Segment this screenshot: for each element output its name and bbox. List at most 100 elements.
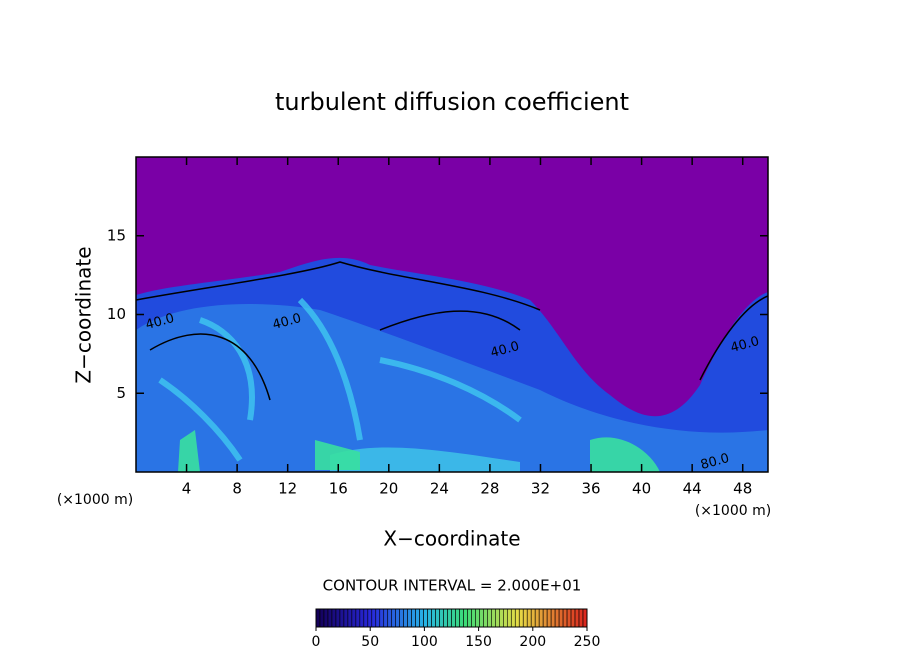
x-tick-label: 44 — [683, 480, 702, 498]
x-tick-label: 16 — [329, 480, 348, 498]
x-tick-label: 24 — [430, 480, 449, 498]
colorbar-cell — [491, 608, 496, 628]
colorbar-cell — [562, 608, 568, 628]
colorbar-cell — [427, 608, 432, 628]
colorbar-cell — [459, 608, 464, 628]
colorbar-cell — [487, 608, 492, 628]
colorbar-cell — [451, 608, 456, 628]
colorbar-cell — [455, 608, 460, 628]
colorbar-cell — [359, 608, 365, 628]
colorbar-tick-label: 250 — [574, 634, 601, 650]
colorbar-cell — [335, 608, 341, 628]
y-tick-label: 15 — [107, 226, 126, 244]
colorbar-cell — [550, 608, 556, 628]
x-tick-label: 8 — [232, 480, 242, 498]
colorbar-cell — [530, 608, 536, 628]
colorbar-cell — [538, 608, 544, 628]
colorbar-cell — [439, 608, 444, 628]
colorbar-cell — [506, 608, 512, 628]
contour-field — [136, 157, 768, 472]
colorbar-cell — [526, 608, 532, 628]
colorbar-tick-label: 100 — [411, 634, 438, 650]
colorbar-cell — [363, 608, 369, 628]
x-tick-label: 40 — [632, 480, 651, 498]
colorbar-cell — [423, 608, 428, 628]
y-tick-label: 10 — [107, 305, 126, 323]
colorbar-cell — [327, 608, 333, 628]
colorbar-cell — [447, 608, 452, 628]
colorbar-cell — [443, 608, 448, 628]
x-tick-label: 36 — [581, 480, 600, 498]
colorbar-cell — [475, 608, 480, 628]
x-tick-label: 4 — [182, 480, 192, 498]
colorbar-cell — [419, 608, 424, 628]
colorbar-cell — [391, 608, 397, 628]
colorbar-cell — [510, 608, 516, 628]
colorbar-cell — [339, 608, 345, 628]
x-tick-label: 48 — [733, 480, 752, 498]
colorbar-cell — [554, 608, 560, 628]
colorbar-cell — [347, 608, 353, 628]
colorbar-cell — [319, 608, 325, 628]
colorbar-cell — [411, 608, 416, 628]
colorbar-cell — [375, 608, 381, 628]
contour-label: 40.0 — [489, 339, 521, 361]
colorbar-cell — [518, 608, 524, 628]
colorbar-cell — [483, 608, 488, 628]
colorbar-cell — [323, 608, 329, 628]
colorbar-cell — [343, 608, 349, 628]
colorbar-cell — [582, 608, 588, 628]
colorbar-cell — [467, 608, 472, 628]
colorbar-cell — [514, 608, 520, 628]
colorbar-cell — [574, 608, 580, 628]
colorbar-tick-label: 200 — [519, 634, 546, 650]
colorbar-cell — [315, 608, 321, 628]
colorbar-cell — [379, 608, 385, 628]
colorbar-cell — [546, 608, 552, 628]
colorbar-cell — [331, 608, 337, 628]
colorbar-cell — [387, 608, 393, 628]
x-axis-label: X−coordinate — [383, 527, 520, 551]
colorbar-cell — [351, 608, 357, 628]
colorbar-cell — [355, 608, 361, 628]
colorbar-cell — [403, 608, 408, 628]
colorbar-cell — [435, 608, 440, 628]
colorbar-cell — [542, 608, 548, 628]
colorbar-cell — [463, 608, 468, 628]
colorbar-cell — [578, 608, 584, 628]
colorbar-cell — [570, 608, 576, 628]
colorbar-cell — [471, 608, 476, 628]
contour-label: 40.0 — [144, 311, 176, 333]
x-tick-label: 32 — [531, 480, 550, 498]
colorbar-cell — [503, 608, 508, 628]
colorbar-cell — [534, 608, 540, 628]
colorbar-cell — [566, 608, 572, 628]
colorbar-cell — [371, 608, 377, 628]
colorbar-cell — [558, 608, 564, 628]
y-unit: (×1000 m) — [57, 492, 133, 508]
contour-label: 80.0 — [699, 451, 731, 473]
colorbar-cell — [395, 608, 400, 628]
colorbar-cell — [383, 608, 389, 628]
contour-interval: CONTOUR INTERVAL = 2.000E+01 — [323, 577, 582, 595]
colorbar-tick-label: 0 — [312, 634, 321, 650]
colorbar-tick-label: 50 — [361, 634, 379, 650]
chart-title: turbulent diffusion coefficient — [275, 88, 629, 116]
x-tick-label: 20 — [379, 480, 398, 498]
y-axis-label: Z−coordinate — [72, 246, 96, 383]
colorbar-cell — [415, 608, 420, 628]
colorbar-cell — [367, 608, 373, 628]
colorbar-cell — [499, 608, 504, 628]
colorbar-tick-label: 150 — [465, 634, 492, 650]
colorbar-cell — [407, 608, 412, 628]
colorbar-cell — [399, 608, 404, 628]
contour-label: 40.0 — [271, 311, 303, 333]
colorbar-cell — [495, 608, 500, 628]
colorbar-cell — [431, 608, 436, 628]
colorbar-cell — [522, 608, 528, 628]
y-tick-label: 5 — [116, 384, 126, 402]
x-tick-label: 28 — [480, 480, 499, 498]
colorbar-cell — [479, 608, 484, 628]
colorbar-frame — [315, 608, 588, 628]
